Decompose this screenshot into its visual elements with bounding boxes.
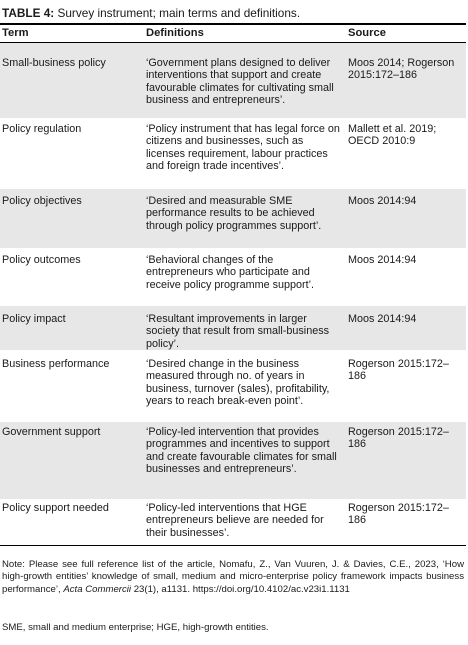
- definition-cell: ‘Policy instrument that has legal force …: [146, 123, 340, 173]
- note-citation: 23(1), a1131. https://doi.org/10.4102/ac…: [131, 583, 350, 595]
- abbreviations-note: SME, small and medium enterprise; HGE, h…: [2, 622, 269, 633]
- source-cell: Moos 2014:94: [348, 254, 417, 266]
- source-cell: Moos 2014:94: [348, 195, 417, 207]
- table-label: TABLE 4:: [2, 6, 55, 20]
- table-row: Policy support needed ‘Policy-led interv…: [0, 499, 466, 545]
- definition-cell: ‘Policy-led interventions that HGE entre…: [146, 502, 324, 539]
- table-header-rule: [0, 42, 466, 43]
- header-definitions: Definitions: [146, 27, 204, 39]
- definitions-table: Term Definitions Source Small-business p…: [0, 23, 466, 546]
- definition-cell: ‘Resultant improvements in larger societ…: [146, 313, 330, 350]
- table-row: Policy regulation ‘Policy instrument tha…: [0, 118, 466, 189]
- definition-cell: ‘Behavioral changes of the entrepreneurs…: [146, 254, 315, 291]
- table-row: Policy objectives ‘Desired and measurabl…: [0, 189, 466, 248]
- term-cell: Policy impact: [2, 313, 66, 325]
- source-cell: Rogerson 2015:172–186: [348, 426, 449, 451]
- source-cell: Rogerson 2015:172–186: [348, 358, 449, 383]
- term-cell: Small-business policy: [2, 57, 106, 69]
- source-cell: Rogerson 2015:172–186: [348, 502, 449, 527]
- table-row: Government support ‘Policy-led intervent…: [0, 422, 466, 499]
- term-cell: Policy regulation: [2, 123, 82, 135]
- table-title: Survey instrument; main terms and defini…: [54, 6, 301, 20]
- term-cell: Business performance: [2, 358, 110, 370]
- source-cell: Mallett et al. 2019; OECD 2010:9: [348, 123, 437, 148]
- table-caption: TABLE 4: Survey instrument; main terms a…: [2, 6, 464, 20]
- table-row: Policy impact ‘Resultant improvements in…: [0, 306, 466, 350]
- source-cell: Moos 2014; Rogerson 2015:172–186: [348, 57, 455, 82]
- table-row: Business performance ‘Desired change in …: [0, 350, 466, 422]
- term-cell: Policy outcomes: [2, 254, 81, 266]
- table-bottom-rule: [0, 545, 466, 546]
- header-term: Term: [2, 27, 29, 39]
- table-header-row: Term Definitions Source: [0, 25, 466, 42]
- table-top-rule: [0, 23, 466, 25]
- table-row: Policy outcomes ‘Behavioral changes of t…: [0, 248, 466, 306]
- note-text: Note: Please see full reference list of …: [2, 559, 464, 595]
- definition-cell: ‘Policy-led intervention that provides p…: [146, 426, 337, 476]
- definition-cell: ‘Desired change in the business measured…: [146, 358, 330, 408]
- header-source: Source: [348, 27, 386, 39]
- definition-cell: ‘Government plans designed to deliver in…: [146, 57, 334, 107]
- source-cell: Moos 2014:94: [348, 313, 417, 325]
- table-note: Note: Please see full reference list of …: [2, 559, 464, 596]
- note-journal: Acta Commercii: [63, 583, 132, 595]
- term-cell: Government support: [2, 426, 101, 438]
- table-row: Small-business policy ‘Government plans …: [0, 43, 466, 118]
- definition-cell: ‘Desired and measurable SME performance …: [146, 195, 322, 232]
- term-cell: Policy support needed: [2, 502, 109, 514]
- term-cell: Policy objectives: [2, 195, 82, 207]
